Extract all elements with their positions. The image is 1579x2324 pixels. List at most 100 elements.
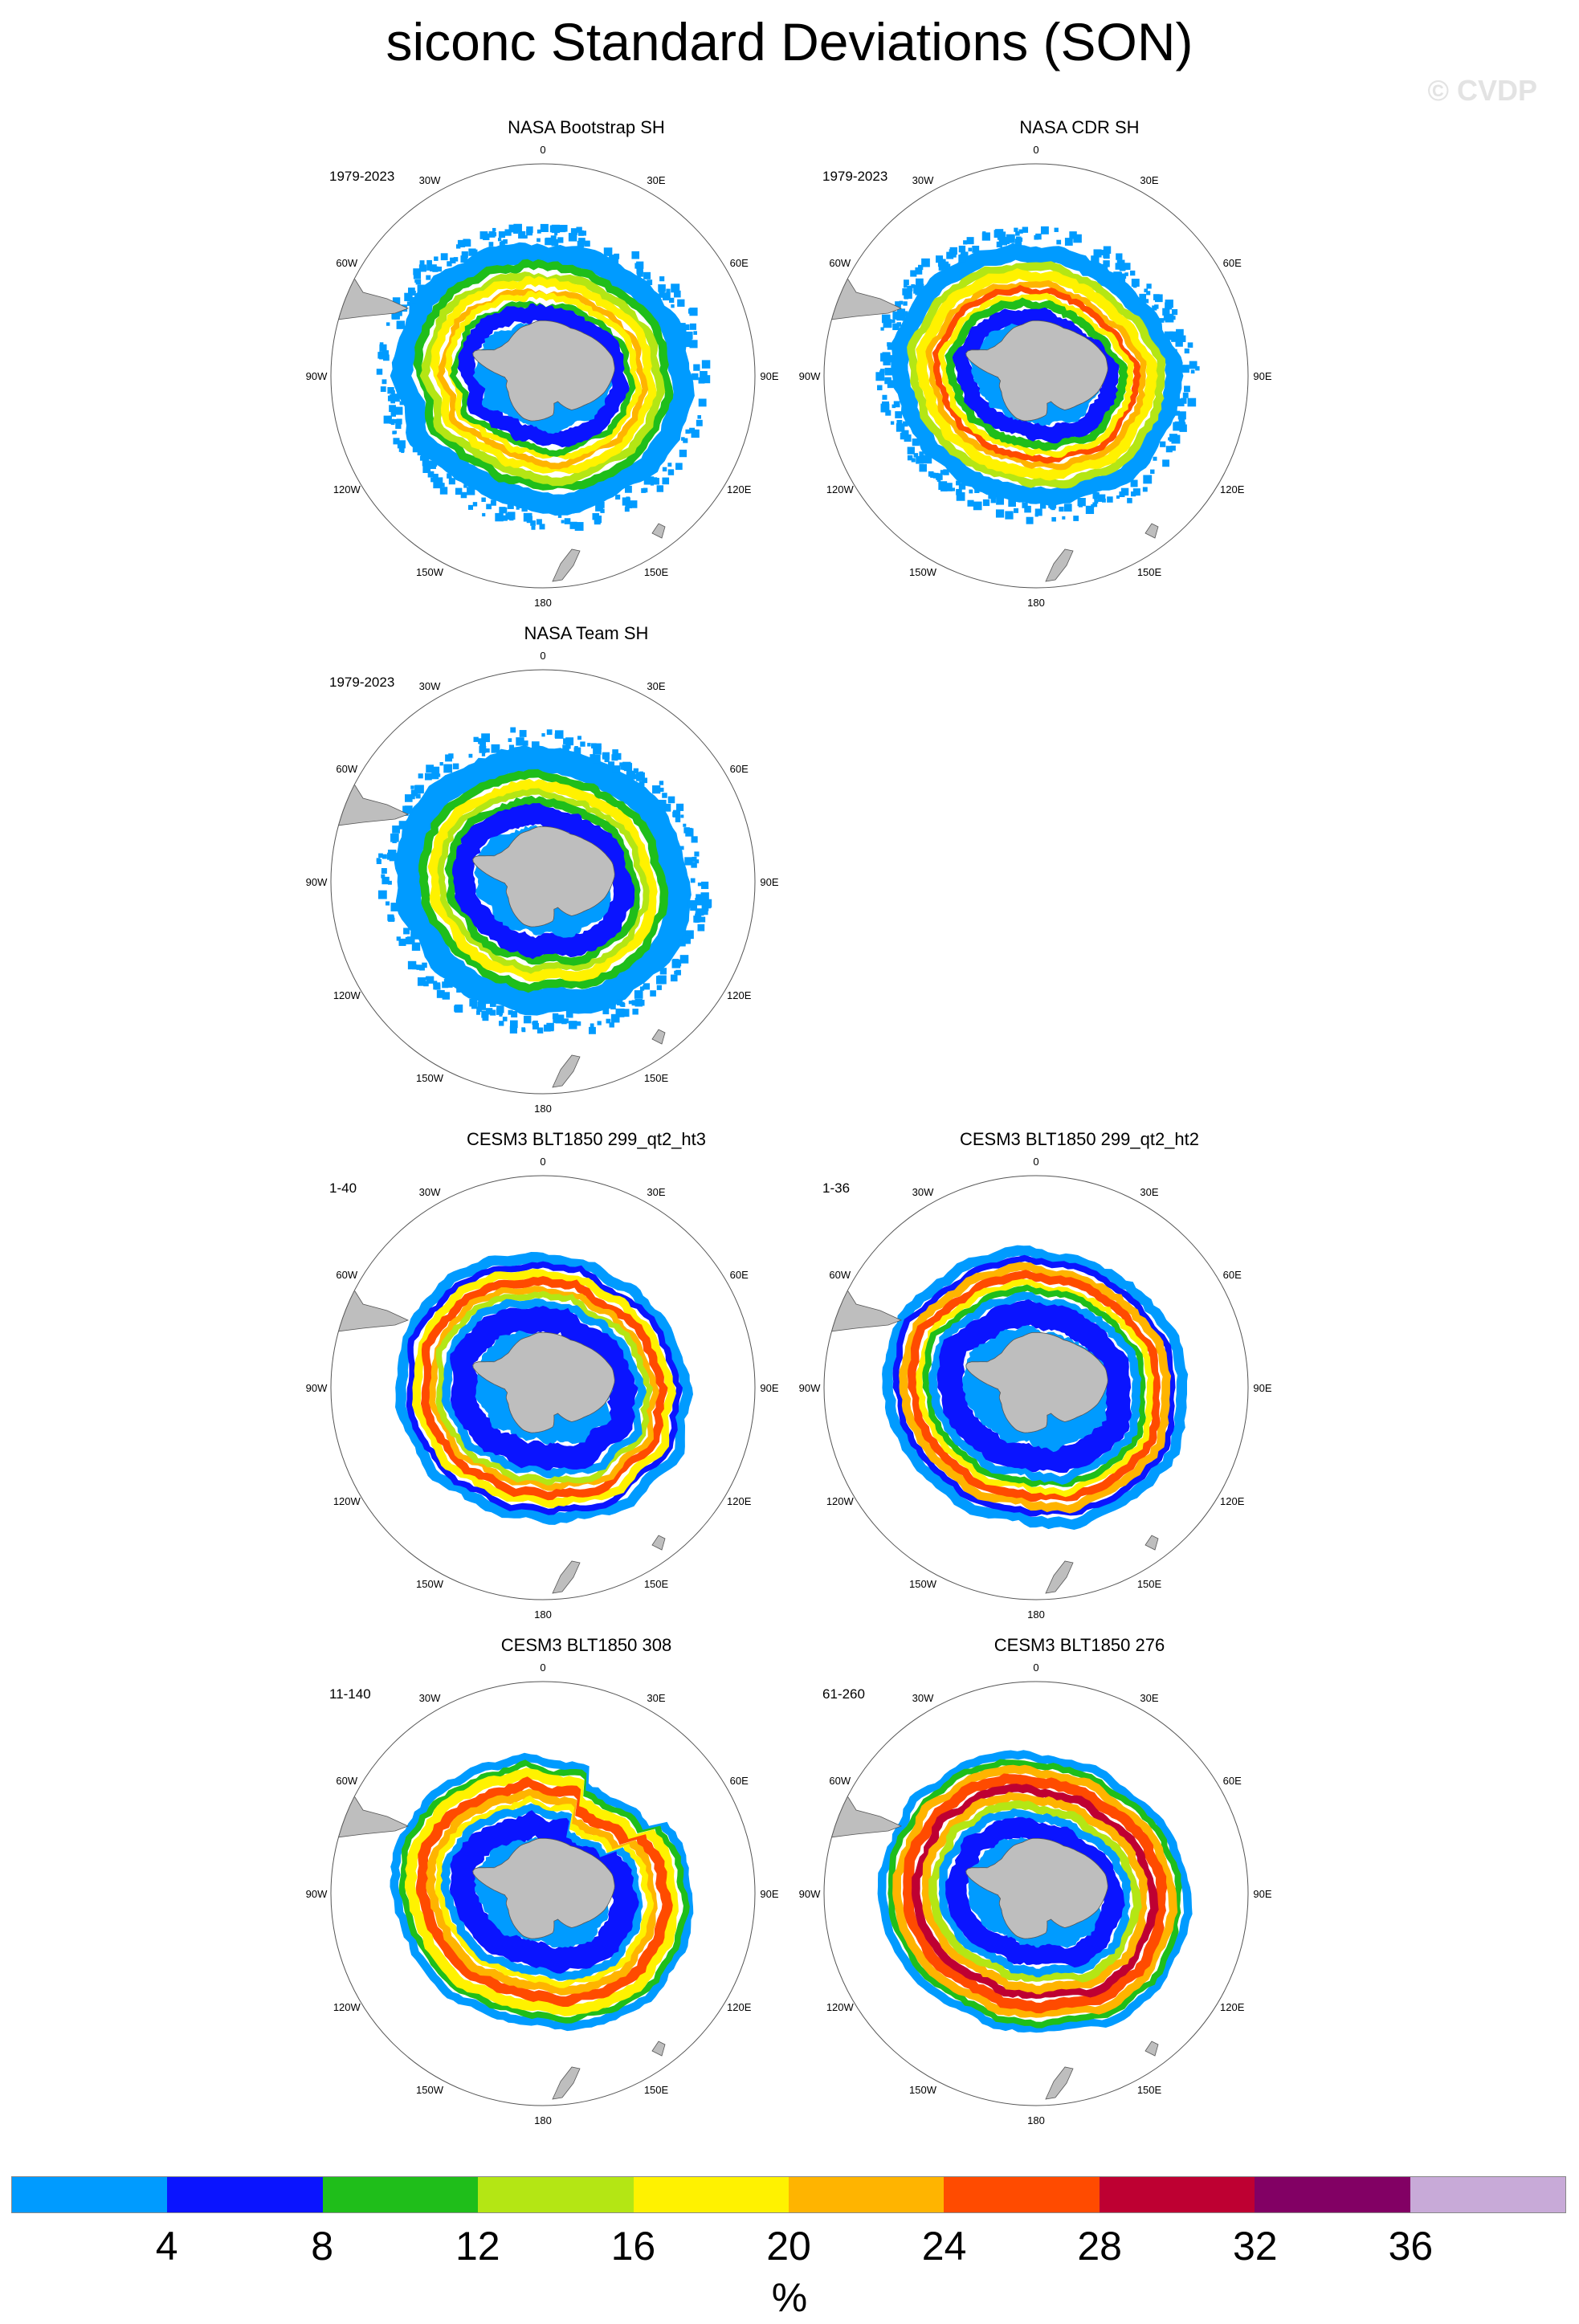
ice-pixel xyxy=(1051,516,1056,522)
ice-pixel xyxy=(972,245,980,253)
ice-pixel xyxy=(590,1023,594,1028)
ice-pixel xyxy=(619,762,624,767)
ice-pixel xyxy=(455,1004,463,1013)
ice-pixel xyxy=(467,504,474,510)
ice-pixel xyxy=(1014,227,1018,232)
longitude-label: 30W xyxy=(912,1692,934,1704)
longitude-label: 150W xyxy=(909,1578,937,1590)
longitude-label: 150E xyxy=(644,566,669,578)
longitude-label: 120E xyxy=(727,2001,752,2013)
panel-years: 11-140 xyxy=(329,1686,371,1702)
ice-pixel xyxy=(408,288,412,293)
panel-years: 1979-2023 xyxy=(329,169,395,184)
ice-pixel xyxy=(565,1010,573,1018)
ice-pixel xyxy=(388,880,392,885)
ice-pixel xyxy=(936,255,944,263)
ice-pixel xyxy=(545,238,553,246)
ice-pixel xyxy=(1054,227,1059,232)
ice-pixel xyxy=(675,803,684,811)
ice-pixel xyxy=(389,853,398,862)
ice-pixel xyxy=(471,1001,476,1006)
ice-pixel xyxy=(531,525,536,530)
ice-pixel xyxy=(476,1010,480,1015)
ice-pixel xyxy=(537,1027,544,1034)
ice-pixel xyxy=(633,768,639,773)
ice-pixel xyxy=(404,794,413,802)
ice-pixel xyxy=(1190,369,1195,374)
longitude-label: 180 xyxy=(1027,597,1045,609)
ice-pixel xyxy=(516,737,524,746)
ice-pixel xyxy=(683,823,687,827)
ice-pixel xyxy=(1103,252,1110,259)
ice-pixel xyxy=(570,509,575,514)
ice-pixel xyxy=(913,453,919,458)
ice-pixel xyxy=(1153,456,1157,461)
panel-title: CESM3 BLT1850 308 xyxy=(500,1635,672,1655)
longitude-label: 30W xyxy=(419,1692,441,1704)
ice-pixel xyxy=(396,936,401,941)
ice-pixel xyxy=(616,999,623,1006)
ice-pixel xyxy=(706,899,710,903)
longitude-label: 120W xyxy=(333,2001,361,2013)
longitude-label: 180 xyxy=(534,2114,552,2126)
ice-pixel xyxy=(426,259,432,266)
ice-pixel xyxy=(473,736,479,742)
ice-pixel xyxy=(1073,234,1082,243)
ice-pixel xyxy=(437,773,441,777)
longitude-label: 90E xyxy=(1253,1888,1271,1900)
ice-pixel xyxy=(495,512,504,522)
ice-pixel xyxy=(402,805,411,814)
ice-pixel xyxy=(382,854,387,859)
ice-pixel xyxy=(1120,273,1127,279)
antarctica-landmass xyxy=(965,1838,1108,1939)
ice-pixel xyxy=(912,438,920,446)
ice-pixel xyxy=(592,512,599,520)
longitude-label: 60W xyxy=(336,257,357,269)
polar-map: 0 30E 60E 90E 120E 150E 180 150W 120W 90W 60W 30W xyxy=(306,1661,779,2126)
ice-pixel xyxy=(398,446,405,452)
polar-map: 0 30E 60E 90E 120E 150E 180 150W 120W 90W 60W 30W xyxy=(306,650,779,1115)
map-panel: NASA Team SH 1979-2023 0 30E 60E 90E 120E 150E 1… xyxy=(241,623,932,1137)
ice-pixel xyxy=(888,358,893,363)
ice-pixel xyxy=(901,316,905,320)
ice-pixel xyxy=(916,457,922,463)
longitude-label: 120E xyxy=(1220,1495,1245,1507)
longitude-label: 60E xyxy=(730,763,749,775)
longitude-label: 150W xyxy=(909,566,937,578)
panel-years: 1-36 xyxy=(822,1180,851,1196)
ice-pixel xyxy=(563,738,569,744)
ice-pixel xyxy=(915,288,922,296)
ice-pixel xyxy=(492,227,496,232)
ice-pixel xyxy=(1138,298,1145,305)
ice-pixel xyxy=(685,336,692,344)
ice-pixel xyxy=(689,308,698,316)
panel-years: 1-40 xyxy=(329,1180,357,1196)
colorbar-box xyxy=(789,2177,945,2212)
ice-pixel xyxy=(1059,506,1064,512)
ice-pixel xyxy=(426,976,435,984)
ice-pixel xyxy=(1152,305,1157,311)
ice-pixel xyxy=(390,394,397,402)
ice-pixel xyxy=(444,980,451,987)
ice-pixel xyxy=(907,446,915,455)
ice-pixel xyxy=(580,741,585,747)
colorbar-box xyxy=(478,2177,634,2212)
longitude-label: 60W xyxy=(829,257,851,269)
ice-pixel xyxy=(574,522,584,531)
ice-pixel xyxy=(1022,226,1029,233)
ice-pixel xyxy=(390,903,400,911)
ice-pixel xyxy=(689,340,698,349)
new-zealand-landmass xyxy=(552,1560,581,1594)
longitude-label: 60W xyxy=(829,1269,851,1281)
ice-pixel xyxy=(381,874,386,879)
ice-pixel xyxy=(956,491,965,501)
ice-pixel xyxy=(1115,263,1123,270)
ice-pixel xyxy=(602,1008,610,1015)
ice-pixel xyxy=(551,224,561,234)
ice-pixel xyxy=(911,458,916,463)
ice-pixel xyxy=(479,231,488,239)
ice-pixel xyxy=(576,1021,581,1026)
ice-pixel xyxy=(1102,263,1108,270)
ice-pixel xyxy=(406,301,412,306)
ice-pixel xyxy=(1176,398,1185,407)
